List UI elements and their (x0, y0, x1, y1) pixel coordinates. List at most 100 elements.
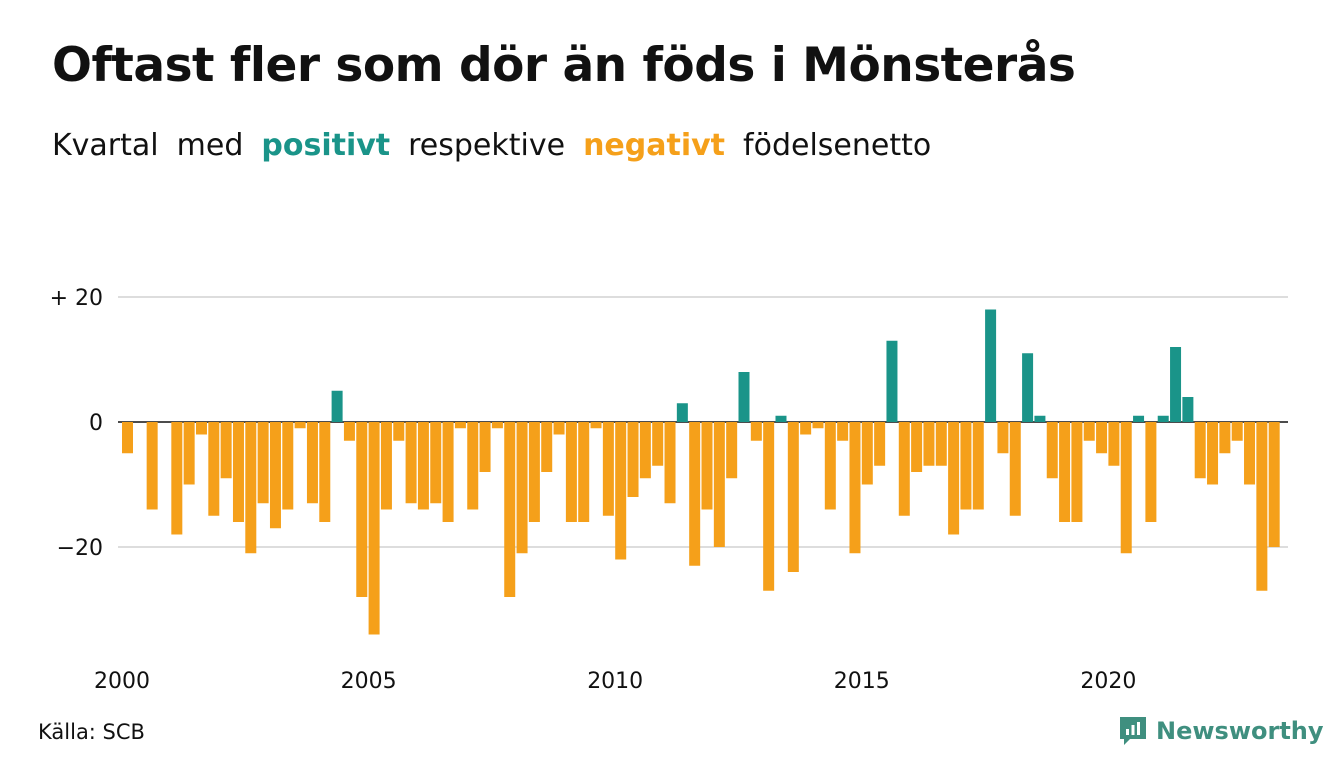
bar-2005-Q2 (380, 422, 392, 510)
bar-2017-Q1 (960, 422, 972, 510)
bar-2009-Q3 (590, 422, 602, 429)
bar-2009-Q2 (578, 422, 590, 522)
x-tick-label: 2015 (834, 669, 890, 694)
bar-2004-Q3 (343, 422, 355, 441)
brand-logo[interactable]: Newsworthy (1118, 714, 1324, 748)
y-tick-label: −20 (57, 536, 103, 561)
x-tick-label: 2020 (1080, 669, 1136, 694)
bar-2019-Q3 (1083, 422, 1095, 441)
bar-2005-Q1 (368, 422, 380, 635)
bar-2015-Q3 (886, 340, 898, 422)
y-axis-ticks: + 20 0 −20 (50, 286, 103, 561)
bar-2010-Q1 (615, 422, 627, 560)
bar-2019-Q1 (1059, 422, 1071, 522)
bar-2012-Q4 (750, 422, 762, 441)
bar-2020-Q4 (1145, 422, 1157, 522)
bar-2015-Q2 (874, 422, 886, 466)
bar-2011-Q1 (664, 422, 676, 504)
bar-2009-Q1 (565, 422, 577, 522)
bar-2022-Q3 (1231, 422, 1243, 441)
bar-2005-Q3 (393, 422, 405, 441)
chart-title: Oftast fler som dör än föds i Mönsterås (52, 38, 1076, 93)
bar-2003-Q1 (269, 422, 281, 529)
bar-2016-Q1 (911, 422, 923, 472)
subtitle-part2: med (176, 128, 244, 163)
bar-2014-Q2 (824, 422, 836, 510)
bar-2022-Q4 (1244, 422, 1256, 485)
subtitle-part1: Kvartal (52, 128, 159, 163)
bar-2011-Q4 (701, 422, 713, 510)
bar-2001-Q4 (208, 422, 220, 516)
bar-2017-Q4 (997, 422, 1009, 454)
source-note: Källa: SCB (38, 720, 145, 744)
bar-2011-Q2 (676, 403, 688, 422)
subtitle-negative: negativt (583, 128, 726, 163)
bar-2019-Q2 (1071, 422, 1083, 522)
bar-2021-Q4 (1194, 422, 1206, 479)
bar-2002-Q3 (245, 422, 257, 554)
bar-2018-Q2 (1022, 353, 1034, 422)
subtitle-part4: födelsenetto (743, 128, 932, 163)
bar-2002-Q2 (232, 422, 244, 522)
bar-2023-Q2 (1268, 422, 1280, 547)
bar-2012-Q1 (713, 422, 725, 547)
subtitle-part3: respektive (408, 128, 566, 163)
bar-2004-Q4 (356, 422, 368, 597)
bar-2007-Q4 (504, 422, 516, 597)
subtitle-positive: positivt (261, 128, 391, 163)
bar-2014-Q4 (849, 422, 861, 554)
x-tick-label: 2010 (587, 669, 643, 694)
bar-2001-Q2 (183, 422, 195, 485)
bar-2003-Q3 (294, 422, 306, 429)
bar-2016-Q2 (923, 422, 935, 466)
newsworthy-icon (1120, 717, 1146, 745)
bar-2002-Q1 (220, 422, 232, 479)
bar-2010-Q4 (652, 422, 664, 466)
bar-2014-Q3 (837, 422, 849, 441)
bar-2016-Q3 (935, 422, 947, 466)
bar-2004-Q1 (319, 422, 331, 522)
bar-2008-Q4 (553, 422, 565, 435)
bar-2013-Q3 (787, 422, 799, 572)
bar-2010-Q2 (627, 422, 639, 497)
bar-2008-Q1 (516, 422, 528, 554)
bar-2017-Q3 (985, 309, 997, 422)
bar-2005-Q4 (405, 422, 417, 504)
bar-2006-Q4 (454, 422, 466, 429)
bar-2020-Q2 (1120, 422, 1132, 554)
bar-2022-Q1 (1207, 422, 1219, 485)
bar-2018-Q3 (1034, 415, 1046, 422)
x-tick-label: 2005 (341, 669, 397, 694)
bar-2013-Q4 (800, 422, 812, 435)
bar-2003-Q2 (282, 422, 294, 510)
bar-2013-Q1 (763, 422, 775, 591)
bar-2018-Q4 (1046, 422, 1058, 479)
x-axis-ticks: 2000 2005 2010 2015 2020 (94, 669, 1136, 694)
x-tick-label: 2000 (94, 669, 150, 694)
bar-2006-Q2 (430, 422, 442, 504)
bar-2007-Q3 (491, 422, 503, 429)
bar-2012-Q2 (726, 422, 738, 479)
bar-2015-Q4 (898, 422, 910, 516)
bar-2013-Q2 (775, 415, 787, 422)
bar-2003-Q4 (306, 422, 318, 504)
bar-2000-Q1 (122, 422, 133, 454)
bar-2019-Q4 (1096, 422, 1108, 454)
bar-2010-Q3 (639, 422, 651, 479)
bar-2006-Q1 (417, 422, 429, 510)
bar-2012-Q3 (738, 372, 750, 422)
bar-2020-Q3 (1133, 415, 1145, 422)
bar-2001-Q3 (195, 422, 207, 435)
bar-2015-Q1 (861, 422, 873, 485)
bar-2007-Q1 (467, 422, 479, 510)
bar-2011-Q3 (689, 422, 701, 566)
bar-2021-Q2 (1170, 347, 1182, 422)
bar-2021-Q1 (1157, 415, 1169, 422)
chart-subtitle: Kvartal med positivt respektive negativt föde… (52, 128, 949, 163)
bar-2002-Q4 (257, 422, 269, 504)
bar-2009-Q4 (602, 422, 614, 516)
bar-2017-Q2 (972, 422, 984, 510)
bar-2020-Q1 (1108, 422, 1120, 466)
bar-2022-Q2 (1219, 422, 1231, 454)
